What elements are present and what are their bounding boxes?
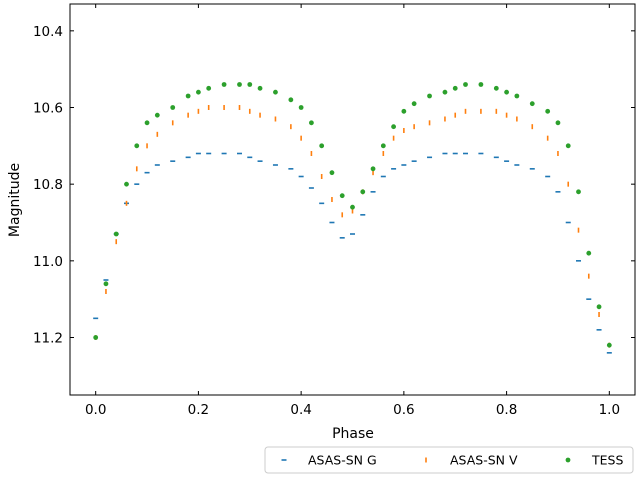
point [545, 108, 551, 114]
point [452, 85, 458, 91]
y-axis: 10.4 10.6 10.8 11.0 11.2 [33, 24, 635, 347]
y-tick-label: 10.6 [33, 101, 63, 117]
x-tick-label: 0.0 [85, 402, 106, 418]
point [442, 89, 448, 95]
point [154, 112, 160, 118]
x-axis: 0.0 0.2 0.4 0.6 0.8 1.0 [85, 4, 620, 418]
legend-label: ASAS-SN V [450, 453, 518, 468]
point [391, 124, 396, 130]
point [113, 231, 119, 237]
point [504, 89, 509, 95]
point [196, 89, 201, 95]
y-tick-label: 10.4 [33, 24, 63, 40]
point [411, 101, 417, 107]
x-tick-label: 0.6 [393, 402, 414, 418]
point [273, 89, 278, 95]
x-tick-label: 1.0 [599, 402, 620, 418]
point [221, 82, 227, 87]
point [555, 120, 561, 126]
point [493, 85, 499, 91]
point [298, 105, 304, 110]
point [134, 143, 140, 149]
point [370, 166, 376, 172]
point [514, 93, 520, 99]
point [288, 97, 294, 103]
point [206, 85, 212, 91]
point [170, 105, 176, 110]
legend-marker [565, 457, 571, 463]
point [257, 85, 263, 91]
point [247, 82, 253, 87]
point [93, 335, 99, 340]
point [360, 189, 366, 195]
legend-label: ASAS-SN G [308, 453, 377, 468]
point [144, 120, 150, 126]
y-tick-label: 10.8 [33, 177, 63, 193]
point [103, 281, 109, 287]
y-axis-label: Magnitude [7, 163, 23, 237]
point [339, 193, 345, 199]
plot-frame [69, 3, 636, 396]
point [606, 342, 612, 348]
x-tick-label: 0.8 [496, 402, 517, 418]
point [576, 189, 581, 195]
point [380, 143, 386, 149]
point [565, 143, 571, 149]
legend-box [264, 446, 634, 474]
x-tick-label: 0.2 [188, 402, 209, 418]
x-axis-label: Phase [332, 426, 374, 442]
x-tick-label: 0.4 [290, 402, 311, 418]
point [463, 82, 468, 87]
legend-label: TESS [591, 453, 623, 468]
point [529, 101, 535, 107]
point [401, 108, 407, 114]
point [427, 93, 432, 99]
point [237, 82, 242, 87]
point [124, 181, 129, 187]
point [596, 304, 602, 310]
series-1 [94, 105, 611, 348]
point [309, 120, 314, 126]
point [319, 143, 325, 149]
y-tick-label: 11.0 [33, 254, 63, 270]
legend: ASAS-SN G ASAS-SN V TESS [264, 446, 634, 474]
point [329, 170, 335, 176]
series-0 [93, 152, 612, 354]
point [350, 204, 355, 210]
point [586, 250, 592, 256]
point [185, 93, 191, 99]
y-tick-label: 11.2 [33, 331, 63, 347]
point [478, 82, 484, 87]
series-2 [93, 82, 612, 348]
plot-area [93, 82, 612, 354]
